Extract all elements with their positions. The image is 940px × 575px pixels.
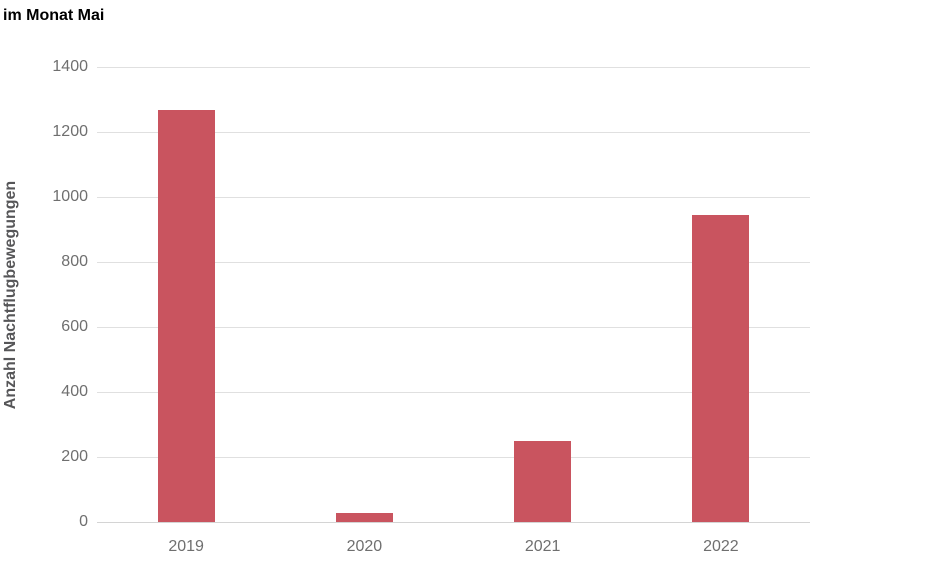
y-tick-label: 1000: [52, 188, 88, 205]
y-tick-label: 800: [61, 253, 88, 270]
bar-2022[interactable]: [692, 214, 750, 522]
y-tick-label: 0: [79, 513, 88, 530]
y-tick-label: 1200: [52, 123, 88, 140]
y-tick-label: 600: [61, 318, 88, 335]
x-tick-label: 2021: [524, 538, 561, 555]
gridline: [97, 197, 810, 198]
y-tick-label: 400: [61, 383, 88, 400]
x-axis-line: [97, 522, 810, 523]
x-tick-label: 2019: [168, 538, 204, 555]
chart-title: im Monat Mai: [3, 7, 105, 24]
gridline: [97, 132, 810, 133]
gridline: [97, 262, 810, 263]
gridline: [97, 392, 810, 393]
bar-2021[interactable]: [514, 441, 572, 522]
x-tick-label: 2020: [346, 538, 383, 555]
x-tick-label: 2022: [703, 538, 739, 555]
bar-2020[interactable]: [335, 513, 393, 522]
y-tick-label: 200: [61, 448, 88, 465]
gridline: [97, 327, 810, 328]
y-tick-label: 1400: [52, 58, 88, 75]
gridline: [97, 67, 810, 68]
gridline: [97, 457, 810, 458]
bar-2019[interactable]: [157, 109, 215, 522]
